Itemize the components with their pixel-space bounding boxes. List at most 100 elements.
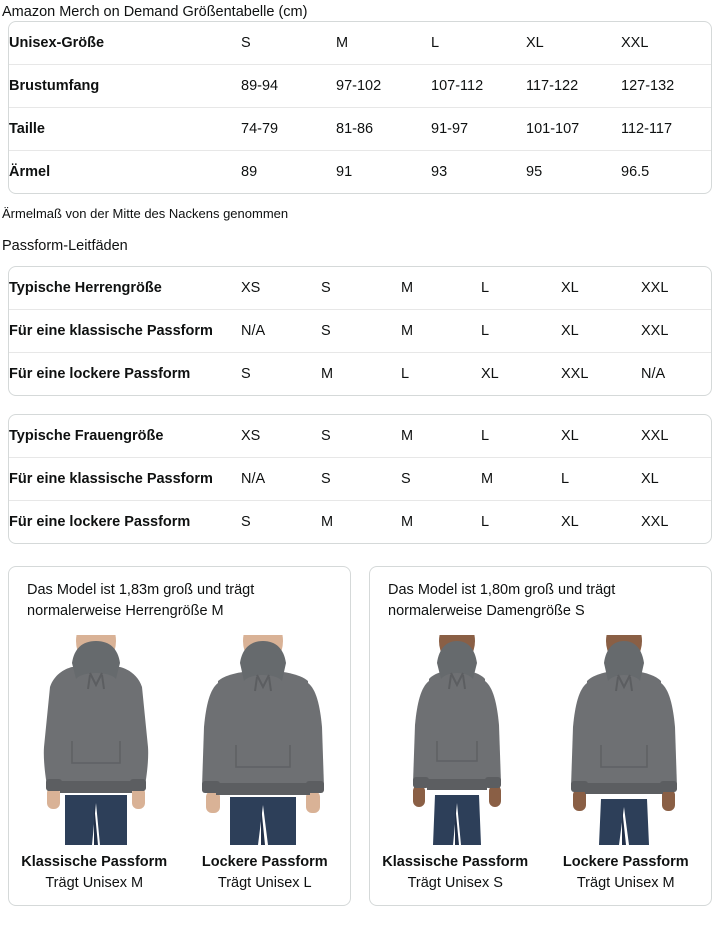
male-model-card: Das Model ist 1,83m groß und trägt norma… [8, 566, 351, 906]
female-loose-label-col: Lockere Passform Trägt Unisex M [541, 852, 712, 894]
cell-value: M [401, 309, 481, 353]
page-title: Amazon Merch on Demand Größentabelle (cm… [2, 4, 308, 20]
model-cards-row: Das Model ist 1,83m groß und trägt norma… [8, 566, 712, 906]
womens-fit-table: Typische Frauengröße XS S M L XL XXL Für… [9, 415, 711, 543]
cell-value: S [241, 500, 321, 543]
female-loose-fit-figure [541, 635, 708, 845]
cell-value: 91-97 [431, 107, 526, 151]
cell-value: N/A [241, 309, 321, 353]
male-hoodie-classic-illustration [44, 635, 149, 845]
cell-value: M [321, 500, 401, 543]
table-row: Für eine lockere Passform S M M L XL XXL [9, 500, 711, 543]
table-row: Taille 74-79 81-86 91-97 101-107 112-117 [9, 107, 711, 151]
cell-value: 89 [241, 150, 336, 193]
row-label: Für eine klassische Passform [9, 309, 241, 353]
cell-value: N/A [641, 352, 711, 395]
measurement-table: Unisex-Größe S M L XL XXL Brustumfang 89… [9, 22, 711, 193]
cell-value: 74-79 [241, 107, 336, 151]
row-label: Für eine klassische Passform [9, 457, 241, 501]
fit-guide-section-label: Passform-Leitfäden [2, 238, 128, 254]
row-label: Typische Frauengröße [9, 428, 164, 444]
row-label: Für eine lockere Passform [9, 500, 241, 543]
cell-value: S [241, 352, 321, 395]
fit-name: Lockere Passform [201, 854, 328, 870]
female-classic-fit-figure [374, 635, 541, 845]
cell-value: XL [526, 35, 544, 51]
female-figures [370, 622, 711, 845]
cell-value: 101-107 [526, 107, 621, 151]
female-figure-labels: Klassische Passform Trägt Unisex S Locke… [370, 845, 711, 905]
male-classic-label-col: Klassische Passform Trägt Unisex M [9, 852, 180, 894]
cell-value: S [321, 309, 401, 353]
table-row: Für eine lockere Passform S M L XL XXL N… [9, 352, 711, 395]
cell-value: M [321, 352, 401, 395]
male-loose-label-col: Lockere Passform Trägt Unisex L [180, 852, 351, 894]
cell-value: S [241, 35, 251, 51]
cell-value: 96.5 [621, 150, 711, 193]
cell-value: XXL [621, 35, 649, 51]
cell-value: N/A [241, 457, 321, 501]
cell-value: XL [481, 352, 561, 395]
table-row: Ärmel 89 91 93 95 96.5 [9, 150, 711, 193]
fit-wears: Trägt Unisex M [576, 875, 675, 891]
cell-value: 127-132 [621, 64, 711, 108]
fit-wears: Trägt Unisex S [407, 875, 503, 891]
cell-value: XXL [641, 500, 711, 543]
cell-value: L [401, 352, 481, 395]
fit-name: Klassische Passform [21, 854, 168, 870]
cell-value: 93 [431, 150, 526, 193]
row-label: Für eine lockere Passform [9, 352, 241, 395]
cell-value: L [481, 500, 561, 543]
row-label: Brustumfang [9, 64, 241, 108]
male-classic-fit-figure [13, 635, 180, 845]
cell-value: XXL [641, 309, 711, 353]
row-label: Unisex-Größe [9, 35, 105, 51]
cell-value: 97-102 [336, 64, 431, 108]
sleeve-measurement-caption: Ärmelmaß von der Mitte des Nackens genom… [2, 206, 289, 221]
cell-value: XL [561, 500, 641, 543]
table-row: Typische Herrengröße XS S M L XL XXL [9, 267, 711, 310]
cell-value: S [401, 457, 481, 501]
cell-value: 89-94 [241, 64, 336, 108]
cell-value: 95 [526, 150, 621, 193]
cell-value: M [336, 35, 349, 51]
cell-value: XL [561, 428, 579, 444]
cell-value: L [481, 428, 490, 444]
row-label: Taille [9, 107, 241, 151]
row-label: Typische Herrengröße [9, 280, 162, 296]
cell-value: XXL [641, 428, 669, 444]
table-row: Brustumfang 89-94 97-102 107-112 117-122… [9, 64, 711, 108]
fit-wears: Trägt Unisex M [45, 875, 144, 891]
cell-value: 112-117 [621, 107, 711, 151]
cell-value: XS [241, 280, 261, 296]
cell-value: XL [561, 309, 641, 353]
fit-name: Klassische Passform [382, 854, 529, 870]
fit-name: Lockere Passform [562, 854, 689, 870]
table-spacer [0, 396, 720, 414]
mens-fit-table: Typische Herrengröße XS S M L XL XXL Für… [9, 267, 711, 395]
cell-value: XL [561, 280, 579, 296]
male-hoodie-loose-illustration [201, 635, 324, 845]
womens-fit-table-card: Typische Frauengröße XS S M L XL XXL Für… [8, 414, 712, 544]
male-model-note: Das Model ist 1,83m groß und trägt norma… [27, 582, 255, 619]
female-model-card: Das Model ist 1,80m groß und trägt norma… [369, 566, 712, 906]
table-row: Typische Frauengröße XS S M L XL XXL [9, 415, 711, 458]
cell-value: XXL [641, 280, 669, 296]
cell-value: L [481, 309, 561, 353]
male-figures [9, 622, 350, 845]
cell-value: M [481, 457, 561, 501]
cell-value: S [321, 457, 401, 501]
table-row: Für eine klassische Passform N/A S S M L… [9, 457, 711, 501]
row-label: Ärmel [9, 150, 241, 193]
male-figure-labels: Klassische Passform Trägt Unisex M Locke… [9, 845, 350, 905]
table-row: Für eine klassische Passform N/A S M L X… [9, 309, 711, 353]
mens-fit-table-card: Typische Herrengröße XS S M L XL XXL Für… [8, 266, 712, 396]
cell-value: 81-86 [336, 107, 431, 151]
cell-value: XL [641, 457, 711, 501]
cell-value: M [401, 428, 414, 444]
female-hoodie-classic-illustration [413, 635, 502, 845]
cell-value: XXL [561, 352, 641, 395]
fit-wears: Trägt Unisex L [217, 875, 312, 891]
female-model-note: Das Model ist 1,80m groß und trägt norma… [388, 582, 616, 619]
cell-value: L [431, 35, 440, 51]
